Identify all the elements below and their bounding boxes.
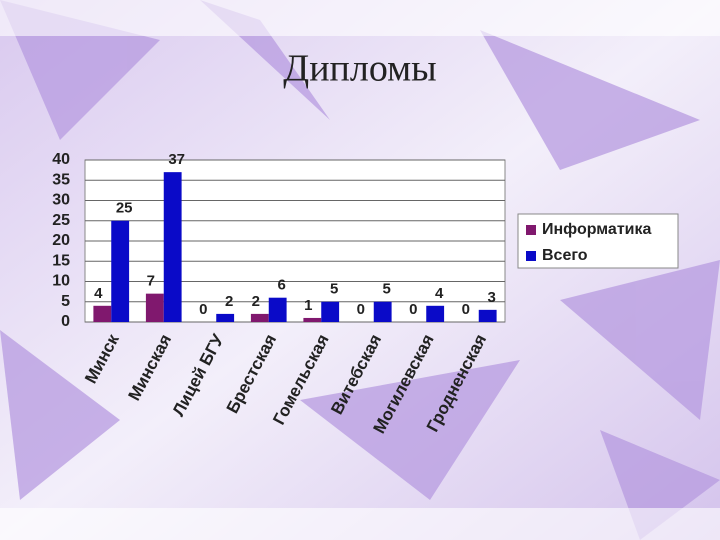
value-label: 3 [488, 289, 496, 306]
y-tick-label: 0 [61, 313, 70, 330]
bar [426, 305, 445, 322]
value-label: 1 [304, 297, 312, 314]
legend-swatch [526, 251, 536, 261]
value-label: 5 [330, 281, 338, 298]
value-label: 4 [94, 285, 103, 302]
bar [145, 293, 164, 322]
value-label: 7 [147, 273, 155, 290]
value-label: 25 [116, 200, 133, 217]
value-label: 6 [278, 277, 286, 294]
y-tick-label: 20 [52, 232, 70, 249]
chart-title: Дипломы [283, 48, 436, 90]
bar [478, 309, 497, 322]
bottom-band [0, 508, 720, 540]
legend-label: Информатика [542, 221, 651, 238]
bar [250, 313, 269, 322]
y-tick-label: 25 [52, 212, 70, 229]
bar [303, 317, 322, 322]
bar [216, 313, 235, 322]
legend-swatch [526, 225, 536, 235]
y-tick-label: 15 [52, 252, 70, 269]
legend [517, 213, 679, 269]
y-tick-label: 5 [61, 293, 70, 310]
value-label: 37 [168, 151, 185, 168]
value-label: 0 [462, 301, 470, 318]
value-label: 0 [199, 301, 207, 318]
value-label: 2 [252, 293, 260, 310]
y-tick-label: 35 [52, 171, 70, 188]
bar [373, 301, 392, 322]
value-label: 0 [409, 301, 417, 318]
value-label: 5 [383, 281, 391, 298]
bar [93, 305, 112, 322]
value-label: 4 [435, 285, 444, 302]
bar [321, 301, 340, 322]
value-label: 2 [225, 293, 233, 310]
top-band [0, 0, 720, 36]
y-tick-label: 40 [52, 151, 70, 168]
value-label: 0 [357, 301, 365, 318]
bar [111, 220, 130, 322]
y-tick-label: 30 [52, 192, 70, 209]
bar [268, 297, 287, 322]
y-tick-label: 10 [52, 273, 70, 290]
legend-label: Всего [542, 247, 588, 264]
bar [163, 172, 182, 322]
